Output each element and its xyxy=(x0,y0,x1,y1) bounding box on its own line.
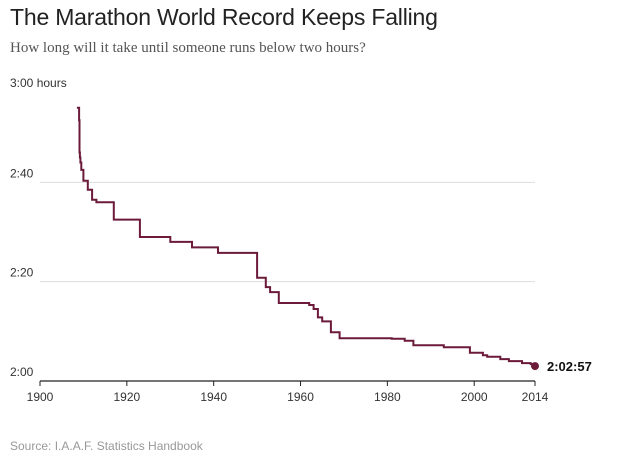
y-tick-label: 2:40 xyxy=(10,166,34,180)
current-record-label: 2:02:57 xyxy=(547,359,592,374)
x-tick-label: 1980 xyxy=(374,390,401,404)
y-tick-label: 2:00 xyxy=(10,365,34,379)
tick-labels: 2:00 2:20 2:40 3:00 hours 1900 1920 1940 1960 19… xyxy=(10,76,549,404)
grid-lines xyxy=(40,181,535,283)
x-tick-label: 1960 xyxy=(287,390,314,404)
x-tick-label: 1900 xyxy=(27,390,54,404)
y-tick-label: 3:00 hours xyxy=(10,76,67,90)
chart-title: The Marathon World Record Keeps Falling xyxy=(10,4,438,30)
source-note: Source: I.A.A.F. Statistics Handbook xyxy=(10,439,203,453)
axes xyxy=(39,380,536,386)
plot-area: 2:02:57 xyxy=(76,106,592,374)
x-tick-label: 1940 xyxy=(200,390,227,404)
x-tick-label: 1920 xyxy=(113,390,140,404)
y-tick-label: 2:20 xyxy=(10,266,34,280)
x-tick-label: 2000 xyxy=(461,390,488,404)
x-tick-label: 2014 xyxy=(522,390,549,404)
record-step-line xyxy=(76,106,536,367)
current-record-point xyxy=(531,362,539,371)
chart-subtitle: How long will it take until someone runs… xyxy=(10,40,366,56)
